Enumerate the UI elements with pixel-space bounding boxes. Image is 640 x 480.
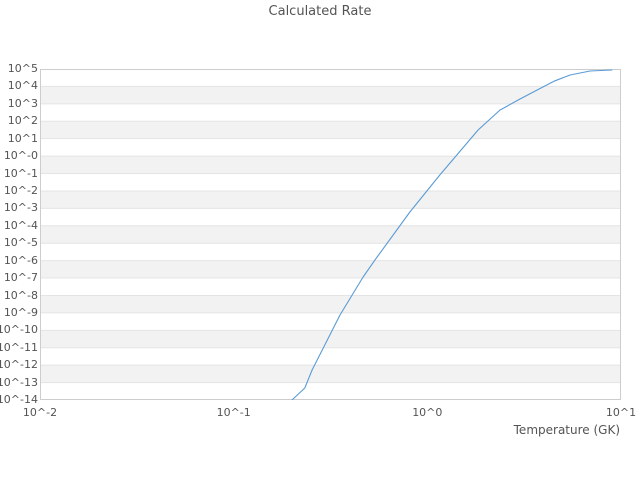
plot-area [40,69,621,400]
decade-band [40,225,621,244]
y-tick-label: 10^-8 [3,288,38,302]
chart-title: Calculated Rate [268,4,372,19]
decade-band [40,190,621,209]
decade-band [40,365,621,383]
plot-border [40,69,621,400]
x-tick-label: 10^-1 [216,406,251,419]
y-tick-label: 10^-2 [3,183,38,197]
y-tick-label: 10^-0 [3,149,38,163]
decade-band [40,260,621,279]
y-tick-label: 10^1 [7,131,38,145]
decade-band [40,330,621,348]
y-tick-label: 10^-11 [0,340,38,354]
y-tick-label: 10^3 [7,96,38,110]
y-tick-label: 10^-4 [3,218,38,232]
y-tick-label: 10^-9 [3,305,38,319]
x-axis-title: Temperature (GK) [513,423,620,437]
rate-curve-plot [40,69,621,400]
y-tick-label: 10^-12 [0,358,38,372]
decade-band [40,121,621,139]
y-tick-label: 10^-6 [3,253,38,267]
x-tick-label: 10^0 [412,406,443,419]
x-tick-label: 10^1 [605,406,637,419]
y-tick-label: 10^-10 [0,323,38,337]
y-tick-label: 10^-1 [3,166,38,180]
y-tick-label: 10^4 [7,79,38,93]
y-tick-label: 10^-7 [3,271,38,285]
y-tick-label: 10^5 [7,62,38,75]
y-tick-label: 10^-3 [3,201,38,215]
y-tick-label: 10^-14 [0,393,38,406]
x-tick-label: 10^-2 [22,406,58,419]
y-tick-label: 10^2 [7,114,38,128]
decade-band [40,86,621,104]
decade-band [40,156,621,174]
y-tick-label: 10^-5 [3,236,38,250]
decade-band [40,295,621,313]
rate-curve [291,69,613,400]
y-tick-label: 10^-13 [0,375,38,389]
